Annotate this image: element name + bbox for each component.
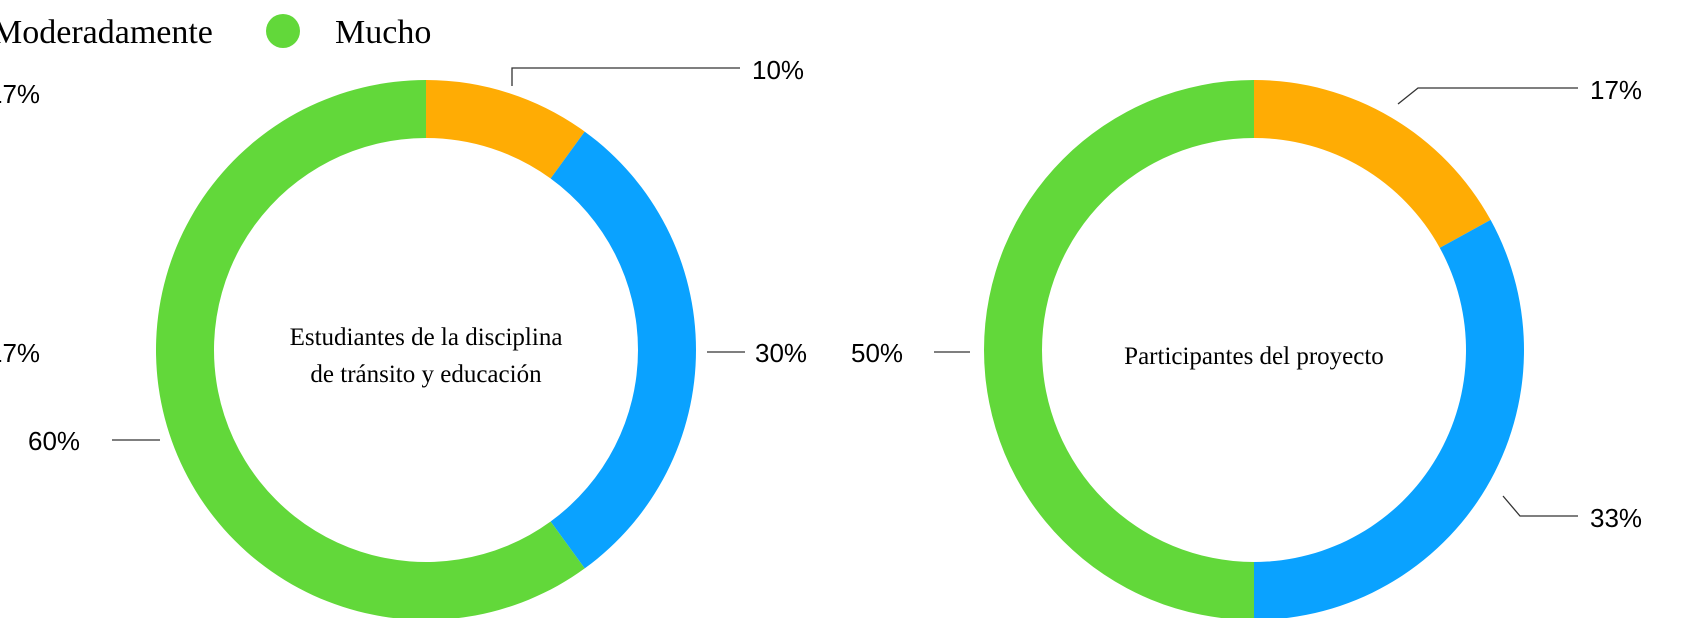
legend-swatch-mucho: [266, 14, 300, 48]
legend: Moderadamente Mucho: [0, 14, 431, 51]
donut-slice-10: [426, 80, 585, 179]
center-label-line-1: Participantes del proyecto: [1124, 343, 1384, 370]
leader-line-17: [1397, 87, 1578, 105]
slice-label-10: 10%: [752, 55, 804, 85]
center-label-estudiantes: Estudiantes de la disciplina de tránsito…: [290, 324, 563, 388]
center-label-line-1: Estudiantes de la disciplina: [290, 324, 563, 351]
leader-line-10: [511, 67, 740, 86]
slice-labels-estudiantes: 10% 30% 60%: [28, 55, 807, 456]
donut-slice-33: [1254, 219, 1524, 618]
donut-chart-estudiantes: [156, 80, 696, 618]
slice-label-33: 33%: [1590, 503, 1642, 533]
cutoff-label-top: 17%: [0, 79, 40, 109]
leader-line-33: [1502, 495, 1578, 517]
legend-label-moderadamente: Moderadamente: [0, 14, 213, 51]
slice-label-60: 60%: [28, 426, 80, 456]
slice-label-17: 17%: [1590, 75, 1642, 105]
donut-chart-participantes: [984, 80, 1524, 618]
donut-slice-60: [156, 80, 585, 618]
center-label-line-2: de tránsito y educación: [310, 361, 542, 388]
slice-labels-participantes: 17% 33% 50%: [851, 75, 1642, 533]
cutoff-label-middle: 17%: [0, 338, 40, 368]
slice-label-30: 30%: [755, 338, 807, 368]
donut-slice-17: [1254, 80, 1491, 248]
legend-label-mucho: Mucho: [335, 14, 431, 51]
center-label-participantes: Participantes del proyecto: [1124, 343, 1384, 370]
donut-slice-50: [984, 80, 1254, 618]
donut-slice-30: [550, 131, 696, 569]
slice-label-50: 50%: [851, 338, 903, 368]
